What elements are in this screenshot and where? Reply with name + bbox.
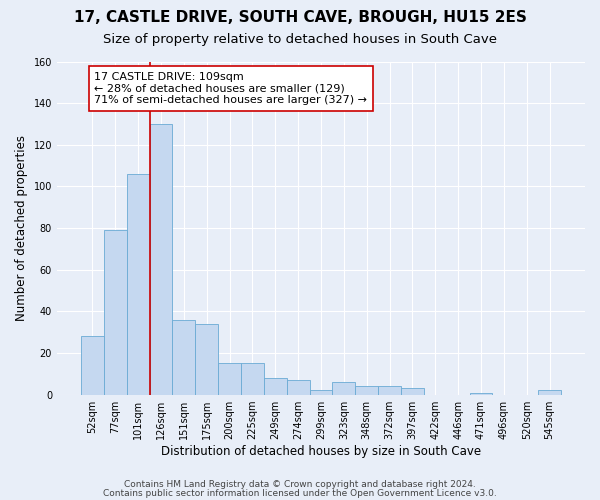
Text: 17, CASTLE DRIVE, SOUTH CAVE, BROUGH, HU15 2ES: 17, CASTLE DRIVE, SOUTH CAVE, BROUGH, HU…	[74, 10, 526, 25]
Bar	[81, 336, 104, 394]
Bar	[470, 392, 493, 394]
Bar	[401, 388, 424, 394]
Bar	[287, 380, 310, 394]
Y-axis label: Number of detached properties: Number of detached properties	[15, 135, 28, 321]
Bar	[538, 390, 561, 394]
Bar	[218, 364, 241, 394]
Bar	[241, 364, 264, 394]
Text: Contains HM Land Registry data © Crown copyright and database right 2024.: Contains HM Land Registry data © Crown c…	[124, 480, 476, 489]
Bar	[378, 386, 401, 394]
Bar	[355, 386, 378, 394]
Bar	[264, 378, 287, 394]
X-axis label: Distribution of detached houses by size in South Cave: Distribution of detached houses by size …	[161, 444, 481, 458]
Text: Contains public sector information licensed under the Open Government Licence v3: Contains public sector information licen…	[103, 488, 497, 498]
Bar	[149, 124, 172, 394]
Bar	[332, 382, 355, 394]
Bar	[127, 174, 149, 394]
Bar	[172, 320, 195, 394]
Bar	[310, 390, 332, 394]
Bar	[104, 230, 127, 394]
Bar	[195, 324, 218, 394]
Text: 17 CASTLE DRIVE: 109sqm
← 28% of detached houses are smaller (129)
71% of semi-d: 17 CASTLE DRIVE: 109sqm ← 28% of detache…	[94, 72, 367, 105]
Text: Size of property relative to detached houses in South Cave: Size of property relative to detached ho…	[103, 32, 497, 46]
